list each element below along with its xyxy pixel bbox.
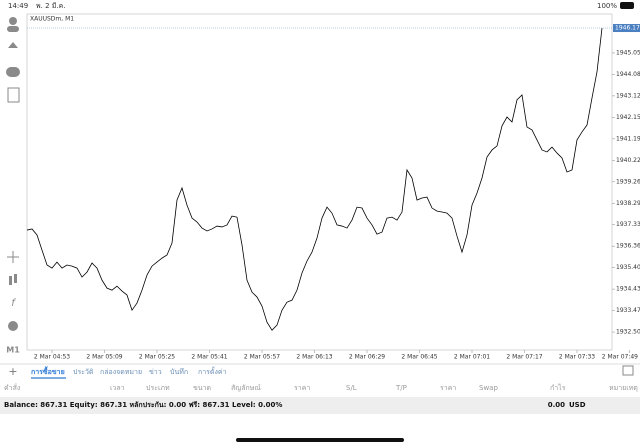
y-tick-label: 1932.505 [616,329,640,336]
x-tick-label: 2 Mar 04:53 [34,354,70,361]
tab[interactable]: บันทึก [170,367,188,376]
current-price-label: 1946.170 [615,25,640,32]
tabs: การซื้อขาย ประวัติ กล่องจดหมาย ข่าว บันทึก กา… [31,365,227,379]
y-tick-label: 1935.400 [616,264,640,271]
column-header: ขนาด [193,384,211,392]
currency: USD [569,401,586,409]
column-header: สัญลักษณ์ [231,384,261,392]
add-button[interactable]: + [8,365,17,378]
status-time: 14:49 [8,2,28,10]
y-tick-label: 1936.365 [616,243,640,250]
x-tick-label: 2 Mar 07:33 [559,354,595,361]
column-header: ราคา [294,384,310,392]
account-icon[interactable] [9,17,17,25]
status-date: พ. 2 มี.ค. [36,2,66,10]
trade-icon[interactable] [8,42,18,48]
table-header: คำสั่ง เวลา ประเภท ขนาด สัญลักษณ์ ราคา S/L T/P ร… [4,383,638,392]
x-tick-label: 2 Mar 06:13 [296,354,332,361]
y-tick-label: 1940.225 [616,157,640,164]
x-tick-label: 2 Mar 06:45 [401,354,437,361]
tab[interactable]: กล่องจดหมาย [100,368,142,376]
battery-level: 100% [597,2,617,10]
x-tick-label: 2 Mar 05:41 [191,354,227,361]
account-icon-body [7,26,19,32]
chart-title: XAUUSDm, M1 [30,16,74,23]
y-tick-label: 1938.295 [616,200,640,207]
battery-icon [620,2,634,9]
column-header: Swap [479,384,498,392]
price-line [26,27,603,331]
column-header: T/P [395,384,407,392]
layout-icon[interactable] [622,365,634,376]
column-header: หมายเหตุ [609,384,638,392]
column-header: ประเภท [146,384,170,392]
account-summary: Balance: 867.31 Equity: 867.31 หลักประกั… [4,401,282,409]
account-bar [0,397,640,414]
timeframe[interactable]: M1 [6,346,20,355]
column-header: คำสั่ง [4,383,20,392]
column-header: S/L [346,384,357,392]
x-tick-label: 2 Mar 06:29 [349,354,385,361]
y-tick-label: 1941.190 [616,135,640,142]
x-tick-label: 2 Mar 07:17 [506,354,542,361]
current-price-tag [613,24,640,33]
candles-icon[interactable] [9,276,12,285]
y-tick-label: 1939.260 [616,178,640,185]
x-tick-label: 2 Mar 07:01 [454,354,490,361]
chat-icon[interactable] [6,67,20,77]
home-indicator [236,438,404,442]
profit: 0.00 [548,401,565,409]
x-tick-label: 2 Mar 05:09 [86,354,122,361]
y-tick-label: 1942.155 [616,114,640,121]
indicator-icon[interactable]: f [11,298,16,309]
tab[interactable]: การตั้งค่า [198,365,227,376]
y-tick-label: 1943.120 [616,92,640,99]
chart: 1945.050 1944.085 1943.120 1942.155 1941.190… [26,24,640,361]
column-header: กำไร [550,383,566,392]
objects-icon[interactable] [8,321,18,331]
x-tick-label: 2 Mar 07:49 [602,354,638,361]
column-header: เวลา [110,384,125,392]
tab[interactable]: การซื้อขาย [31,365,65,376]
tab[interactable]: ข่าว [149,368,162,376]
y-tick-label: 1937.330 [616,221,640,228]
y-tick-label: 1944.085 [616,71,640,78]
y-tick-label: 1945.050 [616,49,640,56]
candles-icon-2 [14,274,17,283]
x-tick-label: 2 Mar 05:25 [139,354,175,361]
toolbar: f [6,17,20,331]
new-order-icon[interactable] [7,87,20,103]
crosshair-icon[interactable] [7,251,19,263]
x-tick-label: 2 Mar 05:57 [244,354,280,361]
y-tick-label: 1933.470 [616,307,640,314]
column-header: ราคา [440,384,456,392]
tab[interactable]: ประวัติ [73,368,94,376]
y-tick-label: 1934.435 [616,286,640,293]
